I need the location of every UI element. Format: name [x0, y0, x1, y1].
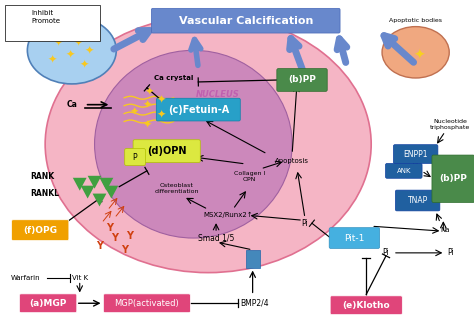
FancyBboxPatch shape	[395, 190, 440, 211]
Text: Inhibit: Inhibit	[31, 10, 54, 16]
FancyBboxPatch shape	[246, 250, 260, 268]
Text: ✦: ✦	[129, 107, 139, 116]
Text: Pi: Pi	[301, 219, 309, 228]
Text: (a)MGP: (a)MGP	[29, 299, 67, 308]
Text: MGP(activated): MGP(activated)	[115, 299, 179, 308]
Text: Ca: Ca	[66, 100, 77, 109]
Text: ENPP1: ENPP1	[403, 150, 428, 159]
Text: ✦: ✦	[85, 45, 94, 55]
Text: Smad 1/5: Smad 1/5	[198, 234, 234, 242]
FancyBboxPatch shape	[156, 98, 240, 121]
Text: Y: Y	[106, 223, 113, 233]
Text: RANKL: RANKL	[30, 189, 59, 198]
Text: ✦: ✦	[142, 100, 152, 110]
Text: Collagen I
OPN: Collagen I OPN	[234, 171, 265, 182]
Text: ✦: ✦	[65, 50, 74, 60]
Text: (b)PP: (b)PP	[288, 76, 316, 85]
FancyBboxPatch shape	[277, 69, 327, 91]
Text: Warfarin: Warfarin	[10, 275, 40, 281]
Text: ✦: ✦	[53, 37, 63, 48]
Text: Y: Y	[96, 241, 103, 251]
FancyBboxPatch shape	[151, 8, 340, 33]
Text: Vit K: Vit K	[72, 275, 88, 281]
Text: BMP2/4: BMP2/4	[240, 299, 268, 308]
FancyBboxPatch shape	[125, 149, 146, 166]
Polygon shape	[92, 194, 106, 206]
FancyBboxPatch shape	[329, 228, 380, 249]
Ellipse shape	[45, 16, 371, 273]
FancyBboxPatch shape	[103, 294, 191, 313]
Polygon shape	[73, 178, 87, 191]
Polygon shape	[88, 176, 101, 189]
Text: RANK: RANK	[30, 172, 55, 181]
Text: ✦: ✦	[47, 55, 57, 65]
Text: Osteoblast
differentiation: Osteoblast differentiation	[155, 183, 199, 194]
Text: ✦: ✦	[414, 48, 425, 62]
FancyBboxPatch shape	[393, 145, 438, 163]
Text: Na: Na	[440, 227, 450, 233]
Text: Pit-1: Pit-1	[344, 234, 365, 242]
Text: ✦: ✦	[156, 109, 165, 120]
Text: NUCLEUS: NUCLEUS	[196, 90, 240, 99]
Text: Ca crystal: Ca crystal	[154, 75, 193, 81]
Text: TNAP: TNAP	[408, 196, 428, 205]
Text: ✦: ✦	[144, 87, 154, 97]
Text: ✦: ✦	[156, 95, 165, 105]
Polygon shape	[104, 186, 118, 198]
Text: Apoptosis: Apoptosis	[275, 158, 309, 164]
Text: Y: Y	[121, 245, 128, 255]
Polygon shape	[100, 178, 113, 191]
Text: MSX2/Runx2↑: MSX2/Runx2↑	[203, 212, 253, 219]
Ellipse shape	[382, 26, 449, 78]
Text: (f)OPG: (f)OPG	[23, 226, 57, 235]
Text: Apoptotic bodies: Apoptotic bodies	[389, 18, 442, 23]
Text: Promote: Promote	[31, 18, 60, 24]
FancyBboxPatch shape	[11, 220, 69, 241]
Text: Y: Y	[111, 233, 118, 243]
Text: P: P	[133, 152, 137, 161]
Ellipse shape	[27, 17, 116, 84]
Ellipse shape	[94, 50, 292, 238]
Text: Y: Y	[126, 231, 133, 241]
FancyBboxPatch shape	[5, 5, 100, 41]
Text: (c)Fetuin-A: (c)Fetuin-A	[168, 105, 229, 115]
Text: (d)OPN: (d)OPN	[147, 146, 186, 156]
Text: Nucleotide
triphosphate: Nucleotide triphosphate	[430, 119, 470, 130]
Text: ✦: ✦	[73, 37, 82, 48]
FancyBboxPatch shape	[330, 296, 402, 315]
FancyBboxPatch shape	[385, 163, 422, 178]
Text: Matrix Vesicle: Matrix Vesicle	[47, 18, 96, 24]
Text: Vascular Calcification: Vascular Calcification	[179, 16, 313, 26]
Text: Pi: Pi	[447, 249, 454, 257]
FancyBboxPatch shape	[432, 155, 474, 203]
FancyBboxPatch shape	[133, 140, 201, 162]
Text: ANK: ANK	[397, 168, 411, 174]
Text: ✦: ✦	[142, 119, 152, 130]
Text: ✦: ✦	[80, 60, 90, 70]
Polygon shape	[81, 186, 94, 198]
FancyBboxPatch shape	[19, 294, 77, 313]
Text: (e)Klotho: (e)Klotho	[342, 301, 390, 310]
Text: Pi: Pi	[383, 249, 389, 257]
Text: (b)PP: (b)PP	[439, 174, 467, 183]
